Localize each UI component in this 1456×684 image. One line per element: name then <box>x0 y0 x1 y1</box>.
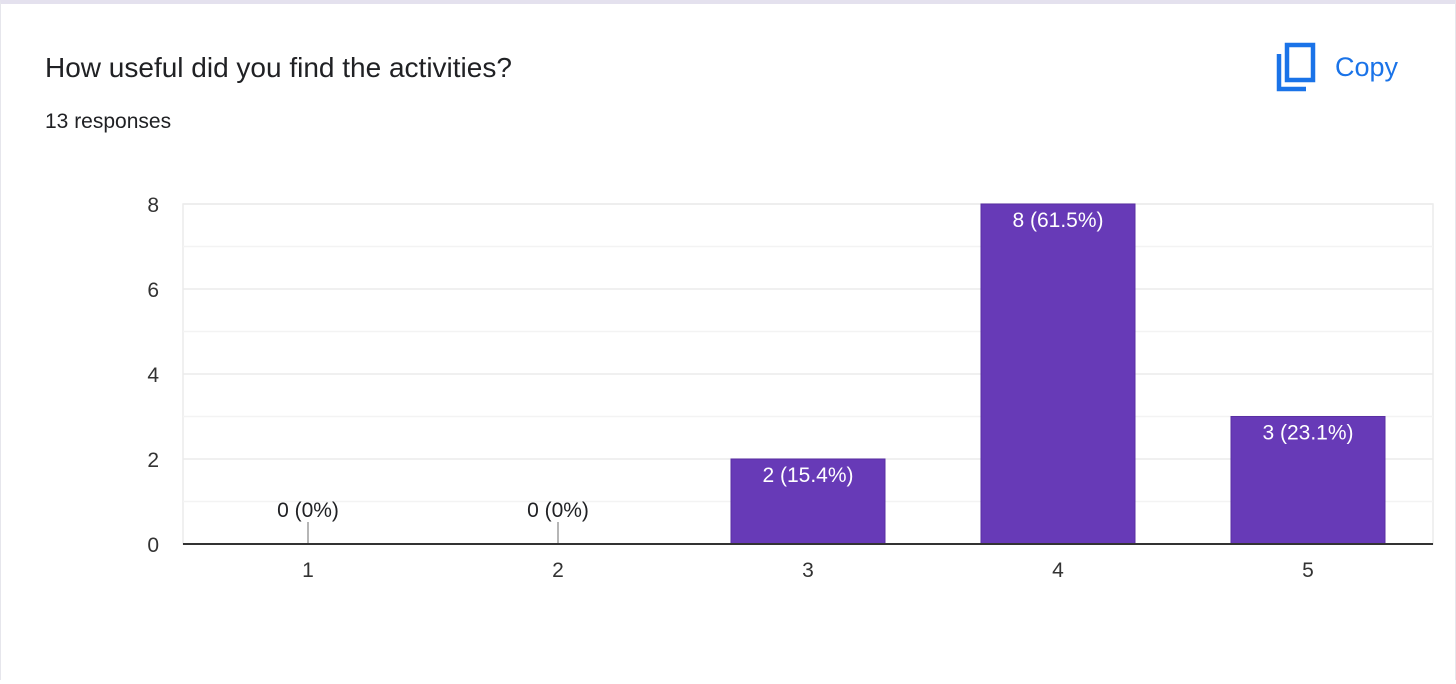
copy-icon <box>1276 42 1316 92</box>
bar <box>980 203 1136 545</box>
copy-label: Copy <box>1335 51 1399 82</box>
question-title: How useful did you find the activities? <box>45 52 512 83</box>
data-label: 8 (61.5%) <box>1012 209 1103 232</box>
bar <box>730 458 886 545</box>
bar-chart: 0 2 4 6 8 0 (0%) 1 0 (0%) 2 2 (15.4%) 3 8 (61.5%) 4 3… <box>147 194 1434 582</box>
data-label: 0 (0%) <box>277 499 339 522</box>
x-tick-label: 2 <box>552 559 564 582</box>
y-tick-label: 2 <box>147 449 159 472</box>
x-tick-label: 5 <box>1302 559 1314 582</box>
data-label: 0 (0%) <box>527 499 589 522</box>
y-tick-label: 0 <box>147 534 159 557</box>
y-tick-label: 6 <box>147 279 159 302</box>
x-tick-label: 3 <box>802 559 814 582</box>
response-count: 13 responses <box>45 110 172 133</box>
data-label: 2 (15.4%) <box>762 464 853 487</box>
x-tick-label: 1 <box>302 559 314 582</box>
data-label: 3 (23.1%) <box>1262 422 1353 445</box>
y-tick-label: 8 <box>147 194 159 217</box>
x-tick-label: 4 <box>1052 559 1064 582</box>
copy-chart-button[interactable]: Copy <box>1273 42 1398 92</box>
y-tick-label: 4 <box>147 364 159 387</box>
bar <box>1230 416 1386 545</box>
